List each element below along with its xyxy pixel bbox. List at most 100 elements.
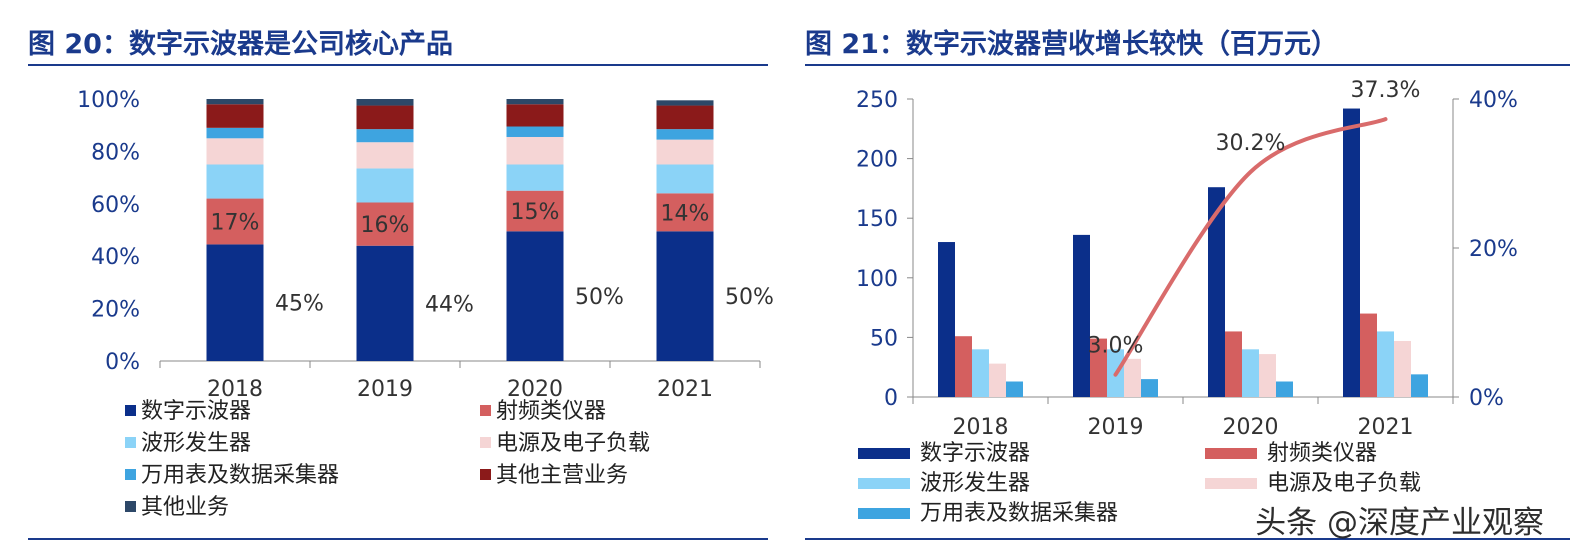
right-bar: [1343, 108, 1360, 397]
right-x-tick-label: 2019: [1088, 415, 1144, 440]
left-bar-segment: [656, 105, 714, 130]
left-bar-segment: [506, 99, 564, 105]
left-figure: 图 20：数字示波器是公司核心产品 0% 20% 40% 60% 80% 100% 2018…: [0, 0, 785, 550]
right-x-tick-label: 2020: [1223, 415, 1279, 440]
left-bar-segment: [356, 99, 414, 106]
left-inner-data-label: 16%: [361, 213, 410, 238]
left-bar-segment: [356, 202, 414, 246]
right-bar: [989, 363, 1006, 397]
right-bar: [1225, 331, 1242, 397]
left-bar-segment: [356, 168, 414, 203]
left-y-tick-label: 100%: [77, 88, 140, 113]
right-bar: [1276, 381, 1293, 397]
left-inner-data-label: 17%: [211, 210, 260, 235]
right-bar: [1259, 354, 1276, 397]
left-x-tick-label: 2019: [357, 377, 413, 402]
right-legend-swatch: [858, 508, 910, 519]
right-bar: [1411, 374, 1428, 397]
left-x-tick-label: 2020: [507, 377, 563, 402]
left-bar-segment: [356, 142, 414, 169]
left-title-rule: [28, 64, 768, 66]
left-side-data-label: 50%: [725, 285, 774, 310]
left-bar-segment: [356, 245, 414, 361]
left-side-data-label: 45%: [275, 292, 324, 317]
right-legend-label: 波形发生器: [920, 471, 1030, 496]
right-bar: [1360, 313, 1377, 397]
left-y-tick-label: 40%: [91, 245, 140, 270]
right-y-tick-label: 200: [856, 148, 898, 173]
left-bar-segment: [656, 231, 714, 361]
right-bar: [1124, 358, 1141, 397]
right-y-tick-label: 250: [856, 88, 898, 113]
left-x-tick-label: 2021: [657, 377, 713, 402]
left-figure-title: 图 20：数字示波器是公司核心产品: [28, 29, 453, 60]
left-legend-label: 其他业务: [141, 495, 229, 520]
watermark: 头条 @深度产业观察: [1255, 505, 1544, 541]
right-legend-swatch: [858, 478, 910, 489]
right-bar: [1073, 234, 1090, 397]
left-legend-label: 其他主营业务: [496, 463, 628, 488]
left-side-data-label: 50%: [575, 285, 624, 310]
right-bottom-rule: [805, 538, 1570, 540]
left-bar-segment: [206, 104, 264, 128]
left-inner-data-label: 14%: [661, 201, 710, 226]
left-y-tick-label: 80%: [91, 140, 140, 165]
right-y-tick-label: 100: [856, 267, 898, 292]
right-legend-label: 电源及电子负载: [1267, 471, 1421, 496]
left-bar-segment: [356, 129, 414, 143]
right-legend-swatch: [858, 448, 910, 459]
left-bar-segment: [656, 129, 714, 140]
left-legend-swatch: [125, 405, 136, 416]
left-legend-swatch: [480, 469, 491, 480]
left-stacked-bar-chart: 0% 20% 40% 60% 80% 100% 2018 17% 45% 2019 16% 44% 20…: [77, 88, 774, 520]
right-legend-label: 万用表及数据采集器: [920, 501, 1118, 526]
right-y2-tick-label: 20%: [1469, 237, 1518, 262]
left-bar-segment: [206, 127, 264, 139]
right-figure-title: 图 21：数字示波器营收增长较快（百万元）: [805, 29, 1338, 60]
right-x-tick-label: 2018: [953, 415, 1009, 440]
right-legend-label: 数字示波器: [920, 441, 1030, 466]
right-bar: [1006, 381, 1023, 397]
left-bar-segment: [206, 138, 264, 165]
left-y-tick-label: 0%: [105, 350, 140, 375]
left-legend-label: 波形发生器: [141, 431, 251, 456]
right-growth-line: [1113, 117, 1388, 377]
right-grouped-bar-chart: 0 50 100 150 200 250 0% 20% 40% 2018 2019 2020 2021 3…: [856, 78, 1518, 526]
left-x-tick-label: 2018: [207, 377, 263, 402]
left-bar-segment: [656, 139, 714, 165]
left-bar-segment: [656, 164, 714, 194]
left-bar-segment: [506, 164, 564, 191]
right-bar: [1208, 187, 1225, 397]
right-legend-label: 射频类仪器: [1267, 441, 1377, 466]
left-y-tick-label: 20%: [91, 298, 140, 323]
right-y2-tick-label: 40%: [1469, 88, 1518, 113]
left-bar-segment: [206, 244, 264, 361]
right-bar: [1377, 331, 1394, 397]
right-y2-tick-label: 0%: [1469, 386, 1504, 411]
left-bar-segment: [206, 164, 264, 199]
right-legend-swatch: [1205, 448, 1257, 459]
right-line-data-label: 30.2%: [1216, 131, 1286, 156]
left-legend-label: 射频类仪器: [496, 399, 606, 424]
left-bar-segment: [506, 104, 564, 127]
right-bar: [1394, 340, 1411, 397]
right-y-tick-label: 150: [856, 207, 898, 232]
left-bar-segment: [206, 99, 264, 105]
left-bottom-rule: [28, 538, 768, 540]
right-x-tick-label: 2021: [1358, 415, 1414, 440]
left-bar-segment: [506, 126, 564, 137]
left-bar-segment: [656, 100, 714, 106]
right-title-rule: [805, 64, 1570, 66]
left-legend-swatch: [480, 437, 491, 448]
right-bar: [938, 242, 955, 397]
left-legend-swatch: [125, 469, 136, 480]
left-y-tick-label: 60%: [91, 193, 140, 218]
right-line-data-label: 37.3%: [1351, 78, 1421, 103]
right-y-tick-label: 0: [884, 386, 898, 411]
left-legend-swatch: [125, 437, 136, 448]
left-bar-segment: [506, 136, 564, 165]
right-y-tick-label: 50: [870, 326, 898, 351]
right-legend-swatch: [1205, 478, 1257, 489]
left-legend-label: 电源及电子负载: [496, 431, 650, 456]
left-inner-data-label: 15%: [511, 200, 560, 225]
